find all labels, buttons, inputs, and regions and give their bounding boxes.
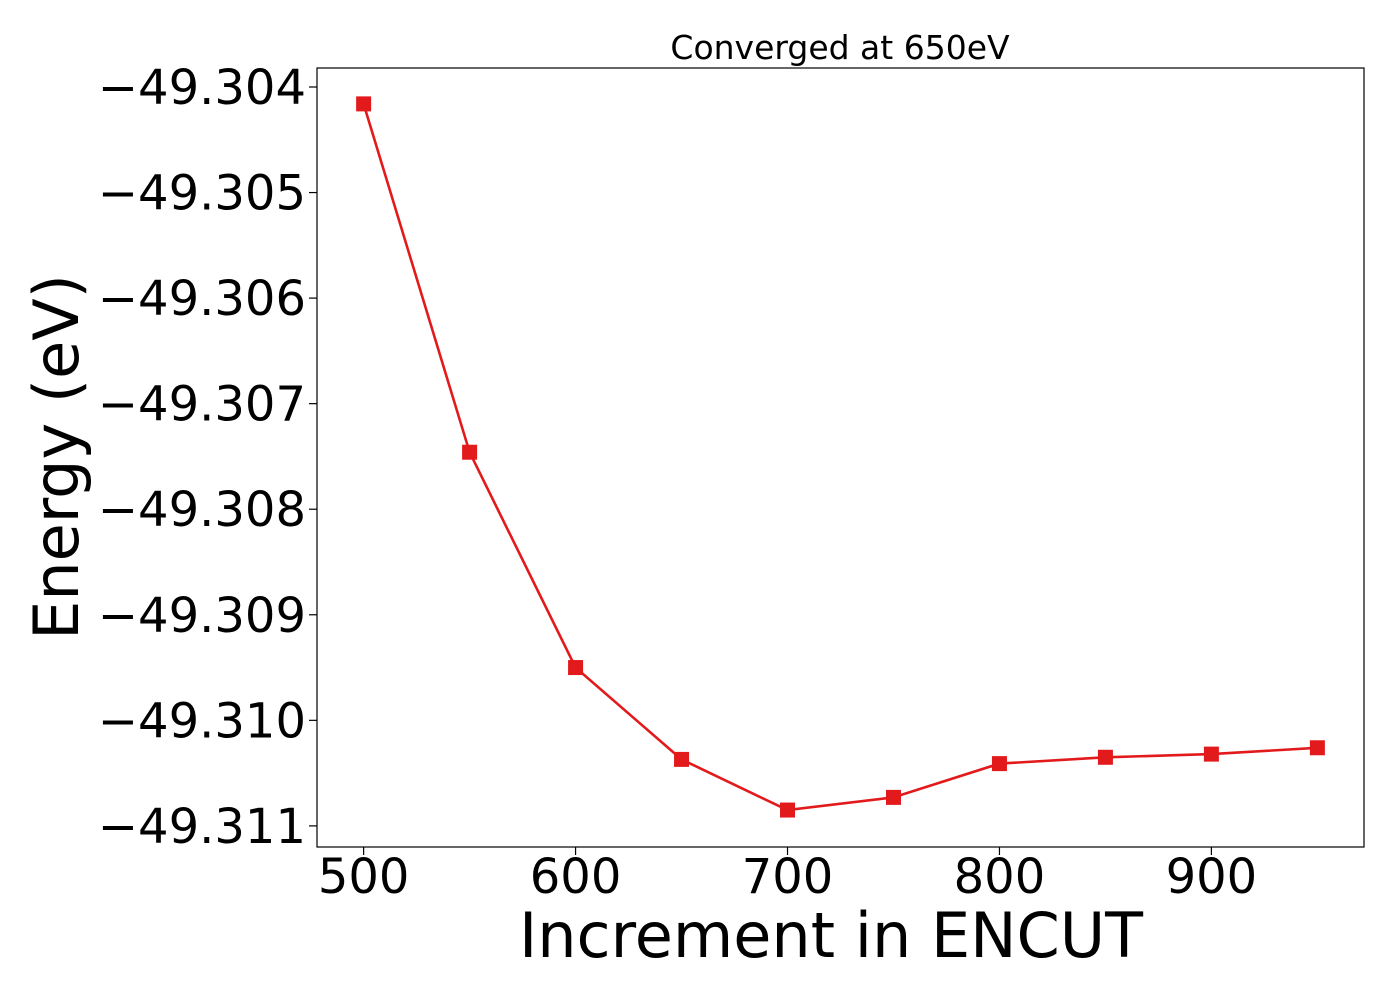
data-point-marker: [462, 444, 478, 460]
y-tick-label: −49.306: [98, 271, 306, 327]
plot-area: [356, 96, 1325, 818]
x-tick-label: 900: [1166, 849, 1258, 905]
x-tick-label: 700: [742, 849, 834, 905]
chart-title: Converged at 650eV: [670, 28, 1010, 67]
data-point-marker: [991, 756, 1007, 772]
data-point-marker: [780, 802, 796, 818]
plot-frame: [316, 67, 1365, 848]
data-point-marker: [674, 751, 690, 767]
y-tick-label: −49.307: [98, 377, 306, 433]
y-tick-label: −49.308: [98, 482, 306, 538]
data-point-marker: [568, 660, 584, 676]
x-tick-label: 800: [954, 849, 1046, 905]
x-axis-label: Increment in ENCUT: [519, 899, 1144, 972]
x-tick-label: 600: [530, 849, 622, 905]
data-point-marker: [885, 789, 901, 805]
y-tick-label: −49.311: [98, 799, 306, 855]
y-tick-label: −49.309: [98, 588, 306, 644]
data-point-marker: [1309, 740, 1325, 756]
y-tick-label: −49.305: [98, 166, 306, 222]
data-point-marker: [356, 96, 372, 112]
x-axis-ticks: 500 600 700 800 900: [318, 847, 1257, 905]
data-point-marker: [1203, 746, 1219, 762]
series-line: [362, 103, 1318, 812]
data-point-marker: [1097, 749, 1113, 765]
y-tick-label: −49.304: [98, 60, 306, 116]
y-axis-label: Energy (eV): [20, 274, 93, 640]
y-tick-label: −49.310: [98, 693, 306, 749]
y-axis-ticks: −49.311 −49.310 −49.309 −49.308 −49.307 −49.3…: [98, 60, 317, 855]
x-tick-label: 500: [318, 849, 410, 905]
